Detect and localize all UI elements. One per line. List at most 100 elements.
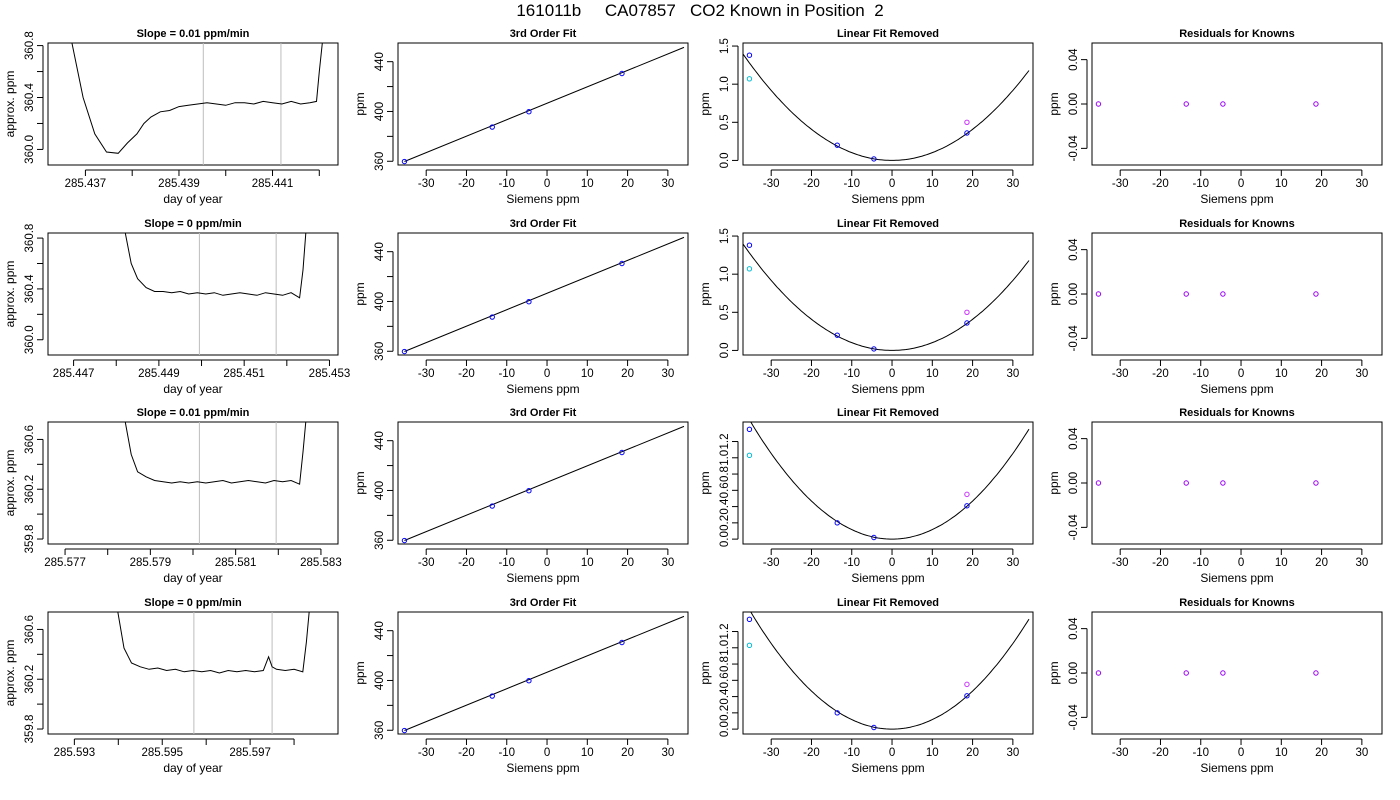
x-tick-label: 10 xyxy=(1275,368,1288,380)
y-tick-label: 360.6 xyxy=(24,425,36,454)
x-tick-label: 20 xyxy=(966,747,979,759)
data-point xyxy=(746,52,753,58)
x-tick-label: -30 xyxy=(763,368,780,380)
plot-frame xyxy=(742,421,1034,545)
x-axis-label: Siemens ppm xyxy=(851,382,924,396)
data-point xyxy=(1183,670,1189,676)
series-line xyxy=(124,233,307,299)
panel-11: Linear Fit Removed -30 -20 -10 0 10 20 30 0.00.2… xyxy=(698,407,1034,585)
y-axis-label: ppm xyxy=(1047,282,1061,305)
y-tick-label: 0.00 xyxy=(1068,662,1080,684)
data-point xyxy=(526,109,532,115)
y-tick-label: 360.2 xyxy=(24,665,36,694)
data-point xyxy=(964,693,970,699)
x-axis-label: day of year xyxy=(163,761,222,775)
panel-title: Residuals for Knowns xyxy=(1179,407,1295,419)
x-axis-label: Siemens ppm xyxy=(851,571,924,585)
x-tick-label: -20 xyxy=(1152,368,1169,380)
x-axis-label: Siemens ppm xyxy=(1200,382,1273,396)
data-point xyxy=(1313,670,1319,676)
data-point xyxy=(1313,101,1319,107)
x-tick-label: -30 xyxy=(1112,557,1129,569)
panel-title: Slope = 0 ppm/min xyxy=(144,597,242,609)
plot-data xyxy=(743,52,1030,162)
data-point xyxy=(1220,670,1226,676)
y-axis-label: ppm xyxy=(353,282,367,305)
y-tick-label: 400 xyxy=(374,102,386,121)
y-tick-label: 0.6 xyxy=(719,672,731,688)
data-point xyxy=(746,266,753,272)
x-axis-label: Siemens ppm xyxy=(506,571,579,585)
y-tick-label: 1.2 xyxy=(719,434,731,450)
x-tick-label: 285.593 xyxy=(54,747,96,759)
x-tick-label: 0 xyxy=(1238,178,1244,190)
x-tick-label: 20 xyxy=(621,368,634,380)
data-point xyxy=(964,503,970,509)
y-tick-label: 359.8 xyxy=(24,715,36,744)
x-tick-label: 285.583 xyxy=(300,557,342,569)
panel-5: Slope = 0 ppm/min 285.447 285.449 285.451 28… xyxy=(3,218,350,396)
data-point xyxy=(871,156,877,162)
plot-frame xyxy=(1091,232,1383,356)
plot-frame xyxy=(397,42,689,166)
x-tick-label: 30 xyxy=(1006,368,1019,380)
plot-data xyxy=(1095,291,1319,297)
y-tick-label: 360.2 xyxy=(24,475,36,504)
y-tick-label: 400 xyxy=(374,292,386,311)
y-tick-label: 360 xyxy=(374,531,386,550)
plot-data xyxy=(1095,670,1319,676)
data-point xyxy=(1183,101,1189,107)
x-tick-label: 285.577 xyxy=(44,557,86,569)
y-axis-label: approx. ppm xyxy=(3,261,17,328)
plot-data xyxy=(124,233,307,355)
y-tick-label: 0.4 xyxy=(719,498,731,515)
panel-6: 3rd Order Fit -30 -20 -10 0 10 20 30 360 400 440 Si… xyxy=(353,218,689,396)
data-point xyxy=(1183,291,1189,297)
plot-frame xyxy=(397,421,689,545)
x-axis-label: day of year xyxy=(163,192,222,206)
x-tick-label: -20 xyxy=(803,368,820,380)
panel-12: Residuals for Knowns -30 -20 -10 0 10 20 30 -0.0… xyxy=(1047,407,1383,585)
y-axis-label: approx. ppm xyxy=(3,71,17,138)
data-point xyxy=(1095,291,1102,297)
x-tick-label: 20 xyxy=(966,557,979,569)
fit-curve xyxy=(750,612,1030,730)
data-point xyxy=(746,616,753,623)
x-tick-label: 10 xyxy=(581,368,594,380)
plot-frame xyxy=(47,232,339,356)
x-axis-label: Siemens ppm xyxy=(1200,761,1273,775)
data-point xyxy=(964,320,970,326)
plot-data xyxy=(1095,480,1319,486)
data-point xyxy=(1313,291,1319,297)
panel-title: Slope = 0.01 ppm/min xyxy=(137,407,250,419)
x-tick-label: -20 xyxy=(458,178,475,190)
fit-line xyxy=(404,425,685,541)
series-line xyxy=(71,43,323,154)
plot-frame xyxy=(742,232,1034,356)
x-tick-label: -10 xyxy=(1192,368,1209,380)
panel-title: Linear Fit Removed xyxy=(837,28,939,40)
panel-1: Slope = 0.01 ppm/min 285.437 285.439 285.44… xyxy=(3,28,339,206)
y-tick-label: 0.2 xyxy=(719,705,731,721)
panel-14: 3rd Order Fit -30 -20 -10 0 10 20 30 360 400 440 Si… xyxy=(353,597,689,775)
y-axis-label: ppm xyxy=(698,92,712,115)
x-tick-label: 30 xyxy=(1355,178,1368,190)
y-axis-label: ppm xyxy=(353,92,367,115)
x-tick-label: 20 xyxy=(966,368,979,380)
y-tick-label: 0.0 xyxy=(719,342,731,358)
x-tick-label: -20 xyxy=(803,557,820,569)
y-tick-label: 360.8 xyxy=(24,224,36,253)
data-point xyxy=(401,537,408,544)
plot-frame xyxy=(397,232,689,356)
x-tick-label: 30 xyxy=(661,368,674,380)
data-point xyxy=(746,76,753,82)
fit-curve xyxy=(743,243,1030,351)
x-tick-label: 10 xyxy=(1275,178,1288,190)
data-point xyxy=(401,348,408,355)
x-tick-label: 30 xyxy=(661,747,674,759)
y-axis-label: ppm xyxy=(1047,661,1061,684)
y-tick-label: 0.2 xyxy=(719,515,731,531)
x-tick-label: -30 xyxy=(1112,747,1129,759)
plot-data xyxy=(401,236,685,355)
plot-data xyxy=(743,242,1030,352)
